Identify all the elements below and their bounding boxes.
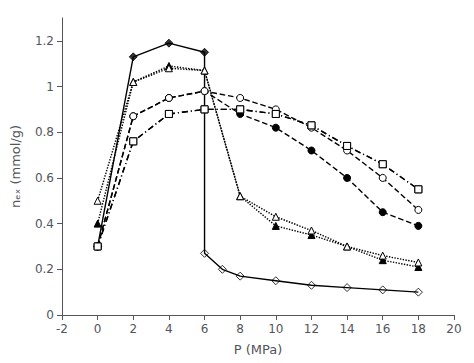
svg-text:0: 0 (46, 308, 54, 322)
svg-text:0.6: 0.6 (35, 171, 54, 185)
svg-text:4: 4 (165, 322, 173, 336)
svg-text:8: 8 (236, 322, 244, 336)
svg-text:0.8: 0.8 (35, 125, 54, 139)
svg-text:20: 20 (446, 322, 461, 336)
svg-text:18: 18 (411, 322, 426, 336)
svg-text:2: 2 (129, 322, 137, 336)
svg-text:P (MPa): P (MPa) (234, 342, 283, 357)
svg-text:1: 1 (46, 80, 54, 94)
svg-text:-2: -2 (56, 322, 68, 336)
svg-text:0: 0 (94, 322, 102, 336)
svg-text:14: 14 (339, 322, 354, 336)
svg-text:10: 10 (268, 322, 283, 336)
svg-text:nₑₓ (mmol/g): nₑₓ (mmol/g) (8, 125, 23, 208)
svg-text:6: 6 (201, 322, 209, 336)
svg-text:1.2: 1.2 (35, 34, 54, 48)
svg-text:0.4: 0.4 (35, 217, 54, 231)
svg-text:16: 16 (375, 322, 390, 336)
svg-text:0.2: 0.2 (35, 262, 54, 276)
svg-text:12: 12 (304, 322, 319, 336)
